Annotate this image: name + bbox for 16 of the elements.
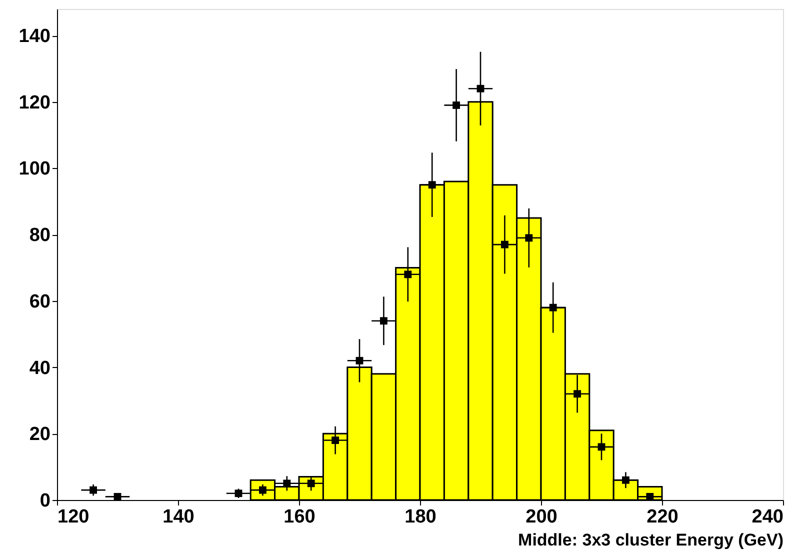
y-tick-label: 100 bbox=[18, 158, 50, 180]
x-tick-label: 160 bbox=[284, 506, 316, 528]
y-tick-label: 60 bbox=[29, 291, 50, 312]
y-tick-label: 80 bbox=[29, 225, 50, 246]
x-tick-label: 200 bbox=[526, 506, 558, 528]
y-tick-label: 0 bbox=[40, 490, 50, 512]
x-tick-label: 220 bbox=[646, 506, 678, 528]
x-tick-label: 120 bbox=[58, 506, 90, 528]
y-tick-label: 40 bbox=[29, 358, 50, 379]
x-tick-label: 240 bbox=[752, 506, 784, 528]
x-tick-label: 140 bbox=[162, 506, 194, 528]
y-tick-label: 20 bbox=[29, 424, 50, 446]
x-axis-title: Middle: 3x3 cluster Energy (GeV) bbox=[518, 530, 784, 550]
x-tick-label: 180 bbox=[404, 506, 436, 528]
y-tick-label: 140 bbox=[18, 26, 50, 48]
y-tick-label: 120 bbox=[18, 92, 50, 114]
